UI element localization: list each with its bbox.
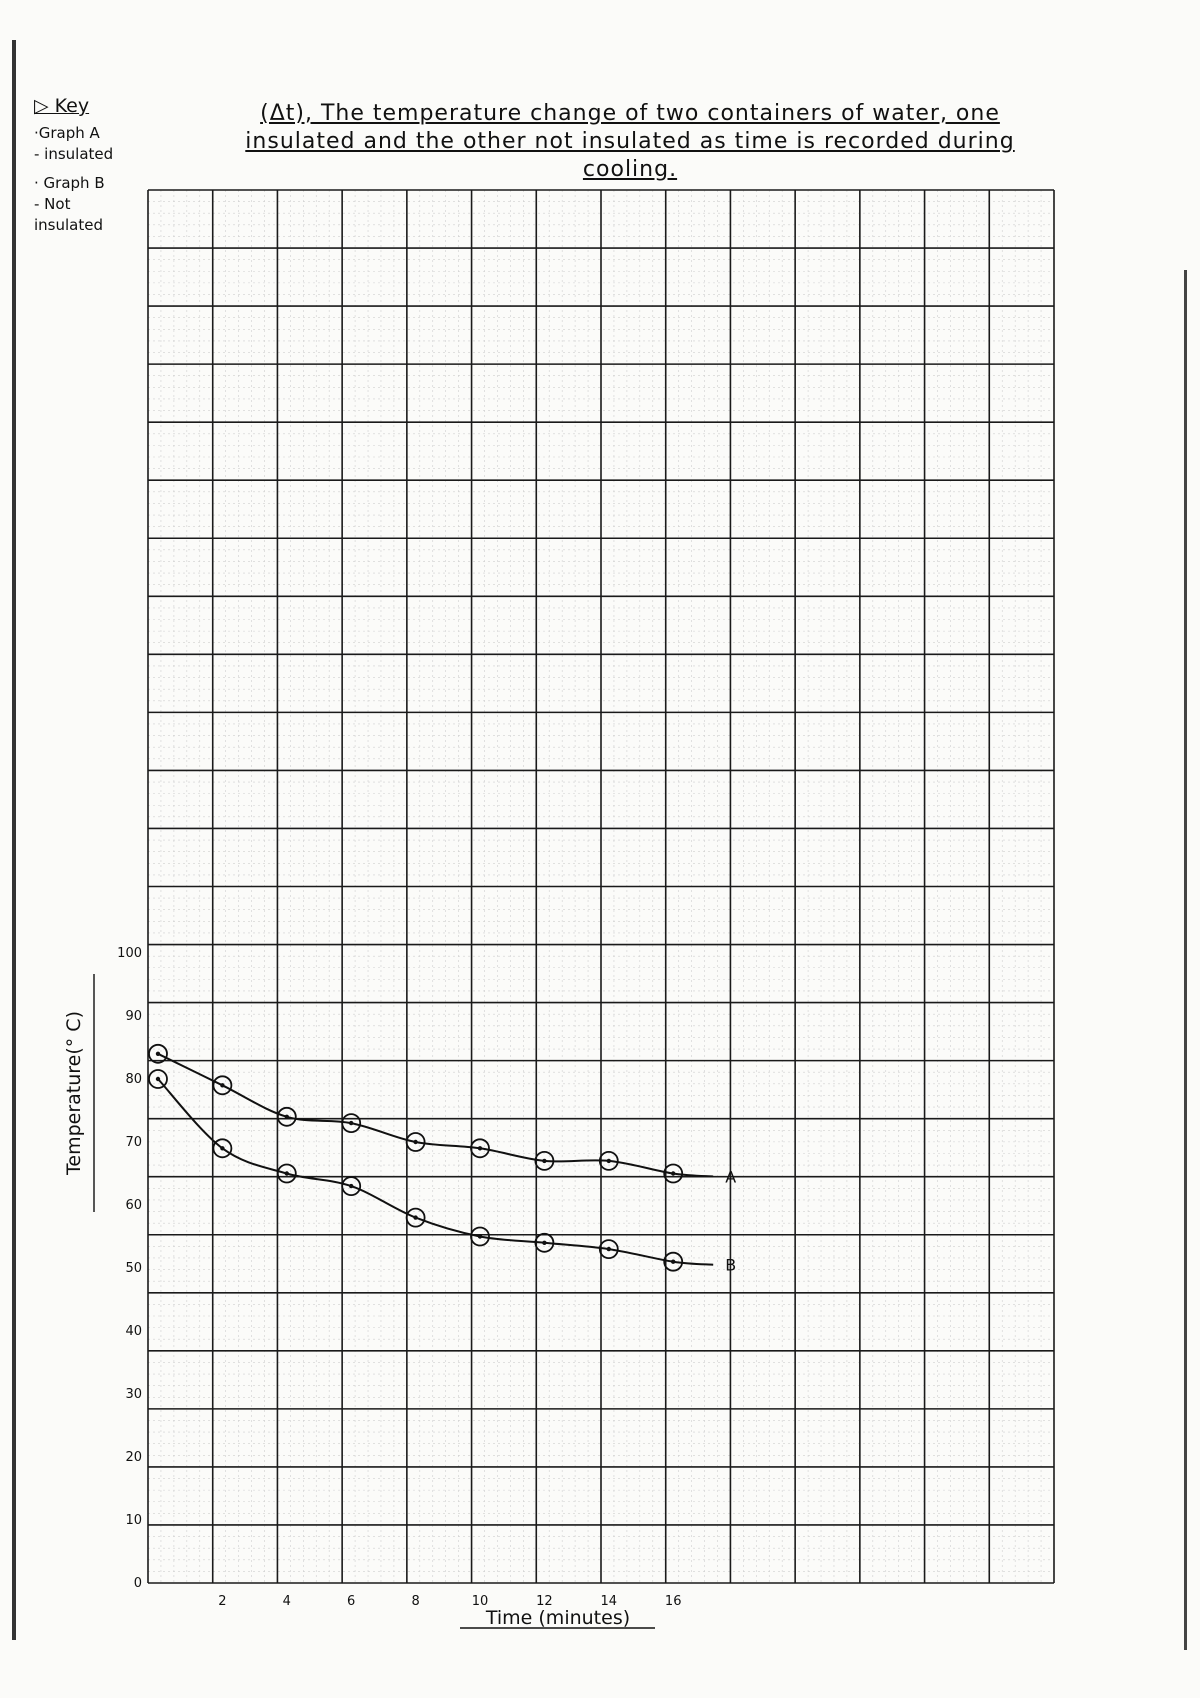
series-line-b xyxy=(157,1078,714,1266)
key-legend: ▷ Key ·Graph A - insulated · Graph B - N… xyxy=(34,96,146,236)
data-point-b xyxy=(276,1163,297,1184)
data-point-a xyxy=(598,1151,619,1171)
data-point-center-a xyxy=(284,1114,289,1120)
key-title: ▷ Key xyxy=(34,95,90,117)
data-point-center-a xyxy=(220,1083,225,1088)
data-point-b xyxy=(148,1069,168,1089)
key-graph-b: · Graph B xyxy=(34,174,105,192)
data-point-a xyxy=(341,1113,362,1133)
y-tick-label: 60 xyxy=(125,1198,142,1213)
data-point-center-b xyxy=(477,1234,483,1239)
data-point-center-a xyxy=(155,1051,161,1057)
x-tick-label: 8 xyxy=(411,1594,419,1609)
data-point-center-a xyxy=(413,1139,418,1145)
page-left-edge xyxy=(12,40,16,1640)
data-point-center-b xyxy=(671,1259,676,1264)
data-point-a xyxy=(534,1151,555,1171)
data-point-center-b xyxy=(542,1240,547,1246)
data-point-center-a xyxy=(606,1158,611,1164)
data-point-center-b xyxy=(349,1183,354,1189)
page-right-edge xyxy=(1184,270,1187,1650)
series-line-a xyxy=(157,1052,714,1178)
x-tick-label: 10 xyxy=(472,1594,489,1609)
data-point-center-a xyxy=(542,1158,547,1164)
data-point-center-a xyxy=(349,1120,354,1126)
data-point-center-b xyxy=(413,1215,418,1220)
y-tick-label: 30 xyxy=(125,1387,142,1402)
data-point-b xyxy=(598,1239,619,1259)
x-tick-label: 16 xyxy=(665,1594,682,1609)
x-tick-label: 2 xyxy=(218,1594,226,1609)
data-point-a xyxy=(276,1106,297,1127)
series-layer: AB xyxy=(148,1043,736,1275)
x-tick-label: 4 xyxy=(283,1594,291,1609)
data-point-center-b xyxy=(220,1146,225,1151)
major-grid xyxy=(147,189,1055,1584)
data-point-b xyxy=(212,1138,233,1159)
data-point-b xyxy=(405,1207,426,1228)
data-point-a xyxy=(663,1163,684,1184)
series-label-a: A xyxy=(725,1168,736,1187)
key-graph-b-desc-2: insulated xyxy=(34,216,103,234)
data-point-center-a xyxy=(671,1171,676,1176)
y-tick-label: 40 xyxy=(125,1324,142,1339)
y-tick-label: 10 xyxy=(125,1513,142,1528)
x-tick-label: 12 xyxy=(536,1594,553,1609)
y-tick-label: 20 xyxy=(125,1450,142,1465)
data-point-center-b xyxy=(284,1171,289,1176)
y-tick-label: 70 xyxy=(125,1135,142,1150)
data-point-b xyxy=(341,1176,362,1196)
data-point-b xyxy=(663,1251,684,1272)
chart-title: (Δt), The temperature change of two cont… xyxy=(245,101,1015,182)
y-tick-label: 100 xyxy=(117,946,142,961)
data-point-a xyxy=(470,1138,490,1159)
key-graph-a-desc: - insulated xyxy=(34,145,114,163)
data-point-a xyxy=(148,1043,168,1064)
data-point-b xyxy=(470,1226,490,1247)
y-tick-label: 0 xyxy=(134,1576,142,1591)
data-point-center-b xyxy=(606,1246,611,1252)
y-tick-label: 80 xyxy=(125,1072,142,1087)
data-point-a xyxy=(405,1132,426,1152)
data-point-b xyxy=(534,1232,555,1253)
data-point-center-a xyxy=(477,1146,483,1151)
data-point-center-b xyxy=(155,1076,161,1082)
x-tick-label: 14 xyxy=(601,1594,618,1609)
tick-labels: 2 4 6 8 10 12 14 16 0 10 20 30 40 50 60 70 80 90 100 xyxy=(117,946,681,1609)
x-axis-label: Time (minutes) xyxy=(485,1607,630,1629)
x-tick-label: 6 xyxy=(347,1594,355,1609)
y-axis-label: Temperature(° C) xyxy=(63,1011,85,1176)
y-tick-label: 50 xyxy=(125,1261,142,1276)
key-graph-b-desc-1: - Not xyxy=(34,195,71,213)
key-graph-a: ·Graph A xyxy=(34,124,100,142)
data-point-a xyxy=(212,1075,233,1096)
y-tick-label: 90 xyxy=(125,1009,142,1024)
series-label-b: B xyxy=(725,1256,736,1275)
